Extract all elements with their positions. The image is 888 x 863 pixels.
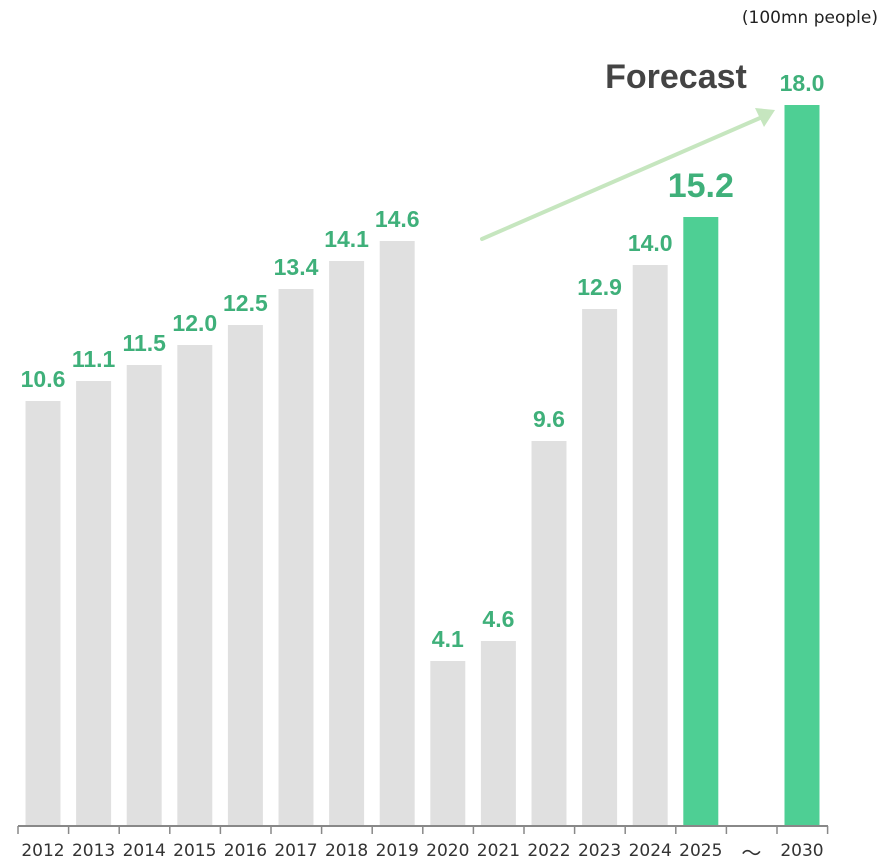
value-label-2017: 13.4 [274,254,319,280]
value-label-2012: 10.6 [21,366,66,392]
bar-2023 [582,309,618,825]
value-label-2022: 9.6 [533,406,565,432]
x-tick-label-2015: 2015 [173,841,216,861]
unit-label: (100mn people) [741,8,878,28]
x-tick-label-2018: 2018 [325,841,368,861]
forecast-label: Forecast [605,58,747,96]
x-tick-label-2012: 2012 [21,841,64,861]
bar-2018 [329,261,365,825]
value-label-2015: 12.0 [172,310,217,336]
x-tick-label-2013: 2013 [72,841,115,861]
value-label-2020: 4.1 [432,626,464,652]
bar-2025 [683,217,719,825]
value-label-2016: 12.5 [223,290,268,316]
x-tick-label-2023: 2023 [578,841,621,861]
x-tick-label-2016: 2016 [224,841,267,861]
value-label-2021: 4.6 [482,606,514,632]
x-tick-label-2020: 2020 [426,841,469,861]
value-label-2023: 12.9 [577,274,622,300]
forecast-arrow [480,108,775,241]
x-tick-label-2024: 2024 [629,841,672,861]
bar-2013 [76,381,112,825]
x-tick-label-2017: 2017 [274,841,317,861]
x-tick-label-2025: 2025 [679,841,722,861]
bar-2012 [25,401,61,825]
bar-2020 [430,661,466,825]
bar-2030 [784,105,820,825]
x-tick-label-2022: 2022 [527,841,570,861]
bar-2016 [227,325,263,825]
x-tick-label-2030: 2030 [780,841,823,861]
bar-2022 [531,441,567,825]
x-tick-label-2021: 2021 [477,841,520,861]
bar-2017 [278,289,314,825]
value-label-2018: 14.1 [324,226,369,252]
bar-2021 [480,641,516,825]
value-label-2013: 11.1 [72,346,116,372]
bar-2015 [177,345,213,825]
axis-break-symbol: ～ [741,841,761,863]
value-label-2025: 15.2 [668,167,734,205]
bar-2024 [632,265,668,825]
x-tick-label-2014: 2014 [123,841,166,861]
value-label-2019: 14.6 [375,206,420,232]
bar-2019 [379,241,415,825]
value-label-2024: 14.0 [628,230,673,256]
x-tick-label-2019: 2019 [376,841,419,861]
value-label-2030: 18.0 [780,70,825,96]
value-label-2014: 11.5 [122,330,166,356]
bar-2014 [126,365,162,825]
